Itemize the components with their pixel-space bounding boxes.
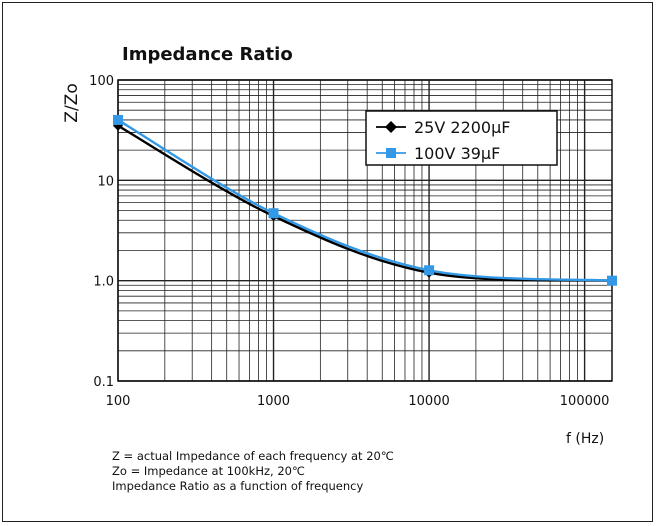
series-point-square (607, 275, 617, 286)
series-line-1 (117, 118, 613, 282)
legend-box (365, 110, 558, 166)
footnote-zo-definition: Zo = Impedance at 100kHz, 20℃ (112, 464, 305, 478)
y-tick-label: 100 (89, 74, 114, 89)
x-tick-label: 10000 (408, 394, 449, 409)
legend-marker-diamond (385, 121, 397, 133)
footnote-description: Impedance Ratio as a function of frequen… (112, 479, 364, 493)
y-axis-label: Z/Zo (62, 83, 82, 122)
series-layer (113, 114, 617, 286)
chart-frame (2, 2, 653, 522)
legend-label-25v-2200uf: 25V 2200μF (414, 118, 511, 137)
x-tick-label: 100000 (560, 394, 610, 409)
chart-title: Impedance Ratio (122, 44, 293, 65)
y-tick-label: 10 (97, 174, 114, 189)
y-tick-label: 0.1 (93, 375, 114, 390)
tick-labels: 100 1000 10000 100000 100 10 1.0 0.1 (89, 74, 609, 409)
grid-minor (118, 80, 612, 381)
series-point-square (424, 265, 435, 276)
footnote-z-definition: Z = actual Impedance of each frequency a… (112, 449, 394, 463)
footnotes: Z = actual Impedance of each frequency a… (112, 449, 394, 494)
x-tick-label: 1000 (257, 394, 290, 409)
series-line-0 (117, 124, 613, 282)
legend-marker-square (386, 148, 396, 158)
legend: 25V 2200μF 100V 39μF (365, 110, 558, 166)
x-tick-label: 100 (106, 394, 131, 409)
y-tick-label: 1.0 (93, 275, 114, 290)
series-point-square (113, 114, 123, 125)
x-axis-label: f (Hz) (566, 431, 604, 447)
legend-label-100v-39uf: 100V 39μF (414, 144, 500, 163)
plot-border (117, 79, 613, 382)
series-point-square (268, 208, 279, 219)
